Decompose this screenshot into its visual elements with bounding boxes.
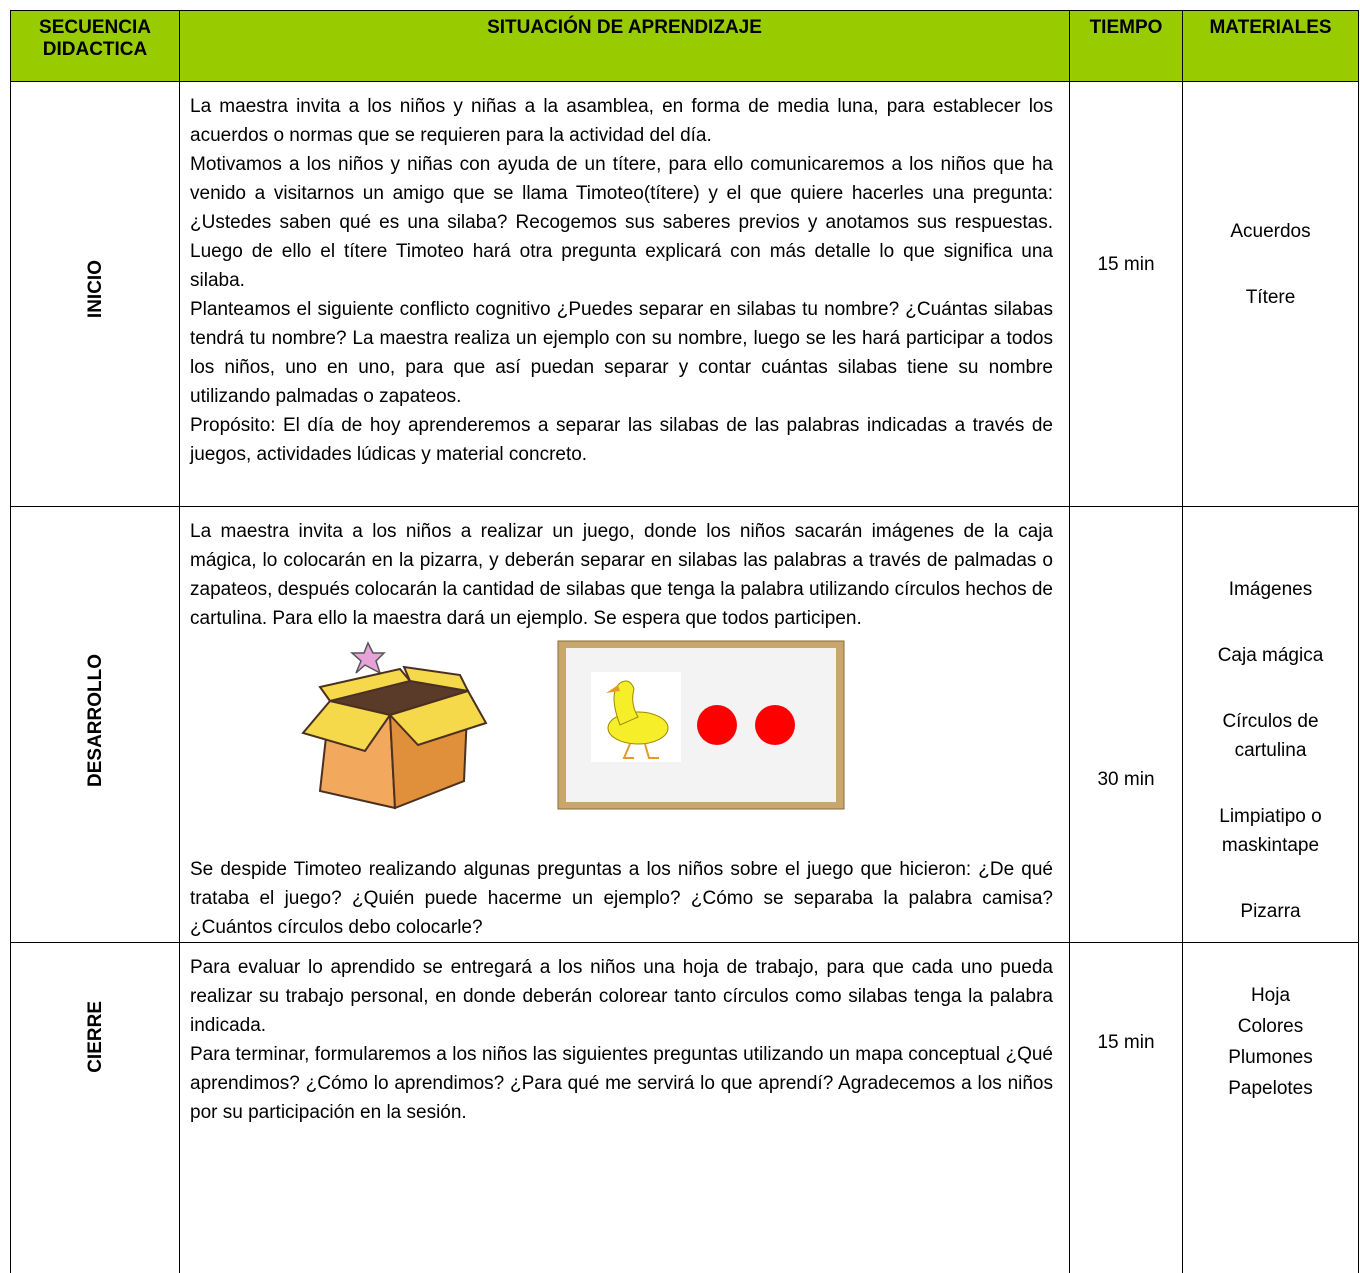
paragraph: La maestra invita a los niños y niñas a … <box>190 96 1053 146</box>
paragraph: Para evaluar lo aprendido se entregará a… <box>190 957 1053 1036</box>
material: Imágenes <box>1228 579 1313 600</box>
situation-cell: La maestra invita a los niños a realizar… <box>179 506 1070 943</box>
time-cell: 15 min <box>1069 942 1183 1273</box>
whiteboard <box>557 640 845 810</box>
header-cell: MATERIALES <box>1182 10 1359 82</box>
magic-box <box>301 641 488 810</box>
materials-cell: Imágenes Caja mágica Círculos de cartuli… <box>1182 506 1359 943</box>
situation-cell: La maestra invita a los niños y niñas a … <box>179 81 1070 507</box>
material: Círculos de cartulina <box>1222 711 1319 761</box>
row: CIERRE Para evaluar lo aprendido se entr… <box>10 942 1359 1273</box>
stage-cell: DESARROLLO <box>10 506 180 943</box>
illustration <box>301 640 845 810</box>
paragraph: Motivamos a los niños y niñas con ayuda … <box>190 154 1053 291</box>
stage-label: INICIO <box>84 260 106 319</box>
row: INICIO La maestra invita a los niños y n… <box>10 81 1359 507</box>
paragraph: Para terminar, formularemos a los niños … <box>190 1044 1053 1123</box>
time: 30 min <box>1097 769 1155 790</box>
stage-label: CIERRE <box>84 1000 106 1073</box>
header-cell: SITUACIÓN DE APRENDIZAJE <box>179 10 1070 82</box>
material: Caja mágica <box>1217 645 1324 666</box>
materials-cell: Hoja Colores Plumones Papelotes <box>1182 942 1359 1273</box>
lesson-table: SECUENCIA DIDACTICA SITUACIÓN DE APRENDI… <box>10 10 1359 1273</box>
time: 15 min <box>1097 253 1155 275</box>
material: Pizarra <box>1240 901 1301 922</box>
row: DESARROLLO La maestra invita a los niños… <box>10 506 1359 943</box>
material: Hoja <box>1250 985 1291 1007</box>
time: 15 min <box>1097 1031 1155 1053</box>
paragraph: Propósito: El día de hoy aprenderemos a … <box>190 415 1053 465</box>
stage-cell: CIERRE <box>10 942 180 1273</box>
paragraph: Se despide Timoteo realizando algunas pr… <box>190 859 1053 938</box>
material: Colores <box>1237 1016 1304 1038</box>
header-row: SECUENCIA DIDACTICA SITUACIÓN DE APRENDI… <box>10 10 1359 82</box>
material: Acuerdos <box>1230 220 1311 242</box>
header-cell: SECUENCIA DIDACTICA <box>10 10 180 82</box>
situation-cell: Para evaluar lo aprendido se entregará a… <box>179 942 1070 1273</box>
materials-cell: Acuerdos Títere <box>1182 81 1359 507</box>
material: Plumones <box>1228 1047 1313 1069</box>
time-cell: 15 min <box>1069 81 1183 507</box>
material: Títere <box>1245 286 1296 308</box>
header-cell: TIEMPO <box>1069 10 1183 82</box>
stage-label: DESARROLLO <box>84 653 106 787</box>
paragraph: Planteamos el siguiente conflicto cognit… <box>190 299 1053 407</box>
stage-cell: INICIO <box>10 81 180 507</box>
material: Papelotes <box>1228 1078 1313 1100</box>
material: Limpiatipo o maskintape <box>1219 806 1322 856</box>
time-cell: 30 min <box>1069 506 1183 943</box>
paragraph: La maestra invita a los niños a realizar… <box>190 521 1053 629</box>
